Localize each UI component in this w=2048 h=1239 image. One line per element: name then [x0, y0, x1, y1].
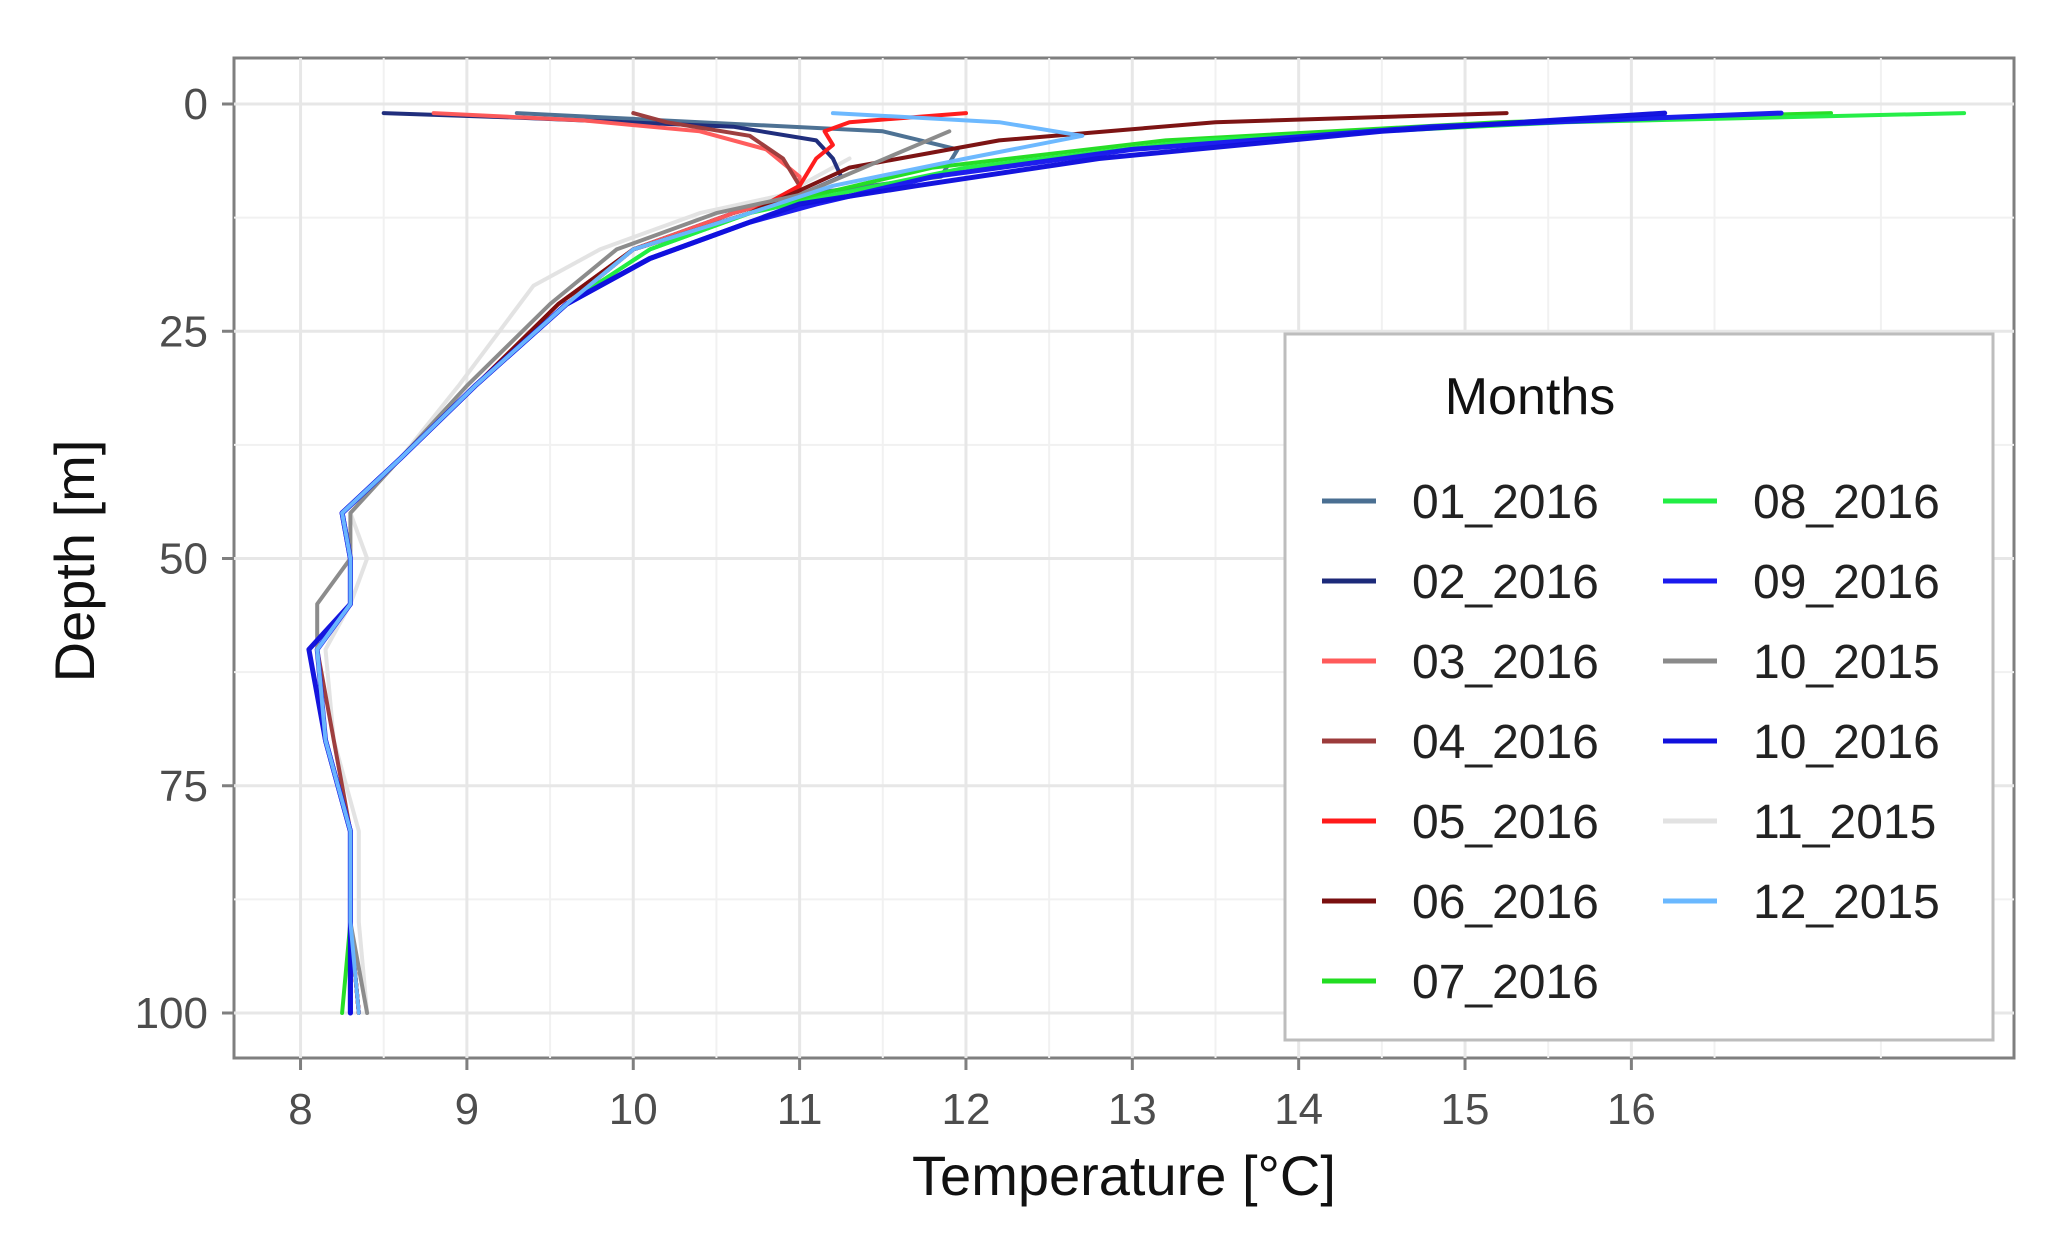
legend-label: 10_2015 [1753, 636, 1940, 689]
legend-label: 09_2016 [1753, 556, 1940, 609]
series-line-12_2015 [315, 111, 1085, 1015]
legend-item-10_2015: 10_2015 [1663, 636, 1940, 689]
legend: Months 01_2016 02_2016 03_2016 04_2016 05_20… [1283, 332, 1995, 1042]
legend-label: 11_2015 [1753, 796, 1936, 849]
legend-label: 02_2016 [1412, 556, 1599, 609]
x-tick-label: 15 [1441, 1085, 1490, 1134]
legend-box [1283, 332, 1995, 1042]
legend-label: 07_2016 [1412, 956, 1599, 1009]
legend-item-04_2016: 04_2016 [1322, 716, 1599, 769]
legend-label: 06_2016 [1412, 876, 1599, 929]
legend-title: Months [1445, 368, 1616, 426]
legend-item-08_2016: 08_2016 [1663, 476, 1940, 529]
x-axis-title: Temperature [°C] [912, 1144, 1336, 1207]
legend-label: 05_2016 [1412, 796, 1599, 849]
legend-label: 04_2016 [1412, 716, 1599, 769]
x-tick-label: 9 [455, 1085, 479, 1134]
x-tick-label: 16 [1607, 1085, 1656, 1134]
legend-item-02_2016: 02_2016 [1322, 556, 1599, 609]
x-tick-label: 14 [1274, 1085, 1323, 1134]
y-tick-label: 25 [159, 307, 208, 356]
legend-label: 01_2016 [1412, 476, 1599, 529]
x-tick-label: 10 [609, 1085, 658, 1134]
legend-item-12_2015: 12_2015 [1663, 876, 1940, 929]
y-axis-title: Depth [m] [43, 440, 106, 683]
y-tick-label: 75 [159, 762, 208, 811]
legend-item-11_2015: 11_2015 [1663, 796, 1936, 849]
legend-item-07_2016: 07_2016 [1322, 956, 1599, 1009]
legend-label: 03_2016 [1412, 636, 1599, 689]
x-axis-tick-labels: 8 9 10 11 12 13 14 15 16 [288, 1058, 1656, 1134]
y-axis-tick-labels: 0 25 50 75 100 [135, 80, 234, 1038]
x-tick-label: 13 [1108, 1085, 1157, 1134]
legend-item-10_2016: 10_2016 [1663, 716, 1940, 769]
legend-label: 08_2016 [1753, 476, 1940, 529]
y-tick-label: 50 [159, 535, 208, 584]
legend-label: 12_2015 [1753, 876, 1940, 929]
legend-item-09_2016: 09_2016 [1663, 556, 1940, 609]
legend-item-01_2016: 01_2016 [1322, 476, 1599, 529]
y-tick-label: 0 [184, 80, 208, 129]
x-tick-label: 12 [941, 1085, 990, 1134]
legend-item-03_2016: 03_2016 [1322, 636, 1599, 689]
y-tick-label: 100 [135, 989, 208, 1038]
legend-item-05_2016: 05_2016 [1322, 796, 1599, 849]
x-tick-label: 8 [288, 1085, 312, 1134]
x-tick-label: 11 [777, 1085, 823, 1134]
legend-item-06_2016: 06_2016 [1322, 876, 1599, 929]
legend-label: 10_2016 [1753, 716, 1940, 769]
